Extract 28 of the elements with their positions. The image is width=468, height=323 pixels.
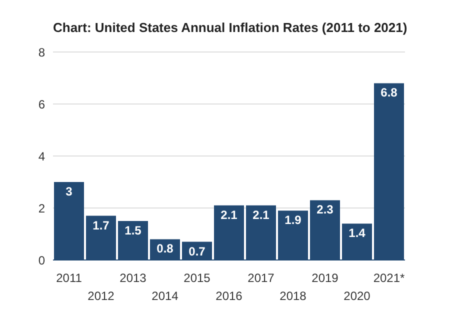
x-tick-label: 2020: [344, 289, 371, 303]
x-tick-label: 2013: [120, 271, 147, 285]
y-tick-label: 0: [38, 253, 46, 268]
data-label: 2.1: [252, 208, 270, 222]
data-label: 0.8: [156, 242, 174, 256]
data-label: 2.3: [316, 202, 334, 217]
x-tick-label: 2014: [152, 289, 179, 303]
x-tick-label: 2012: [88, 289, 115, 303]
data-label: 1.7: [92, 218, 110, 232]
chart-title: Chart: United States Annual Inflation Rates (2011 to 2021): [53, 20, 408, 35]
y-tick-label: 4: [38, 149, 46, 164]
data-label: 0.7: [188, 244, 206, 258]
x-tick-label: 2018: [280, 289, 307, 303]
y-tick-label: 8: [38, 45, 46, 60]
x-tick-label: 2015: [184, 271, 211, 285]
data-label: 6.8: [380, 86, 398, 100]
data-label: 3: [66, 184, 73, 199]
y-tick-label: 6: [38, 97, 46, 112]
y-tick-label: 2: [38, 201, 46, 216]
data-label: 1.5: [124, 224, 142, 238]
x-tick-label: 2021*: [373, 271, 406, 285]
x-tick-label: 2011: [56, 271, 82, 285]
data-label: 1.9: [284, 213, 302, 228]
x-tick-label: 2017: [248, 271, 275, 285]
data-label: 2.1: [220, 208, 238, 222]
data-label: 1.4: [348, 226, 366, 240]
x-tick-label: 2016: [216, 289, 243, 303]
x-tick-label: 2019: [312, 271, 339, 285]
